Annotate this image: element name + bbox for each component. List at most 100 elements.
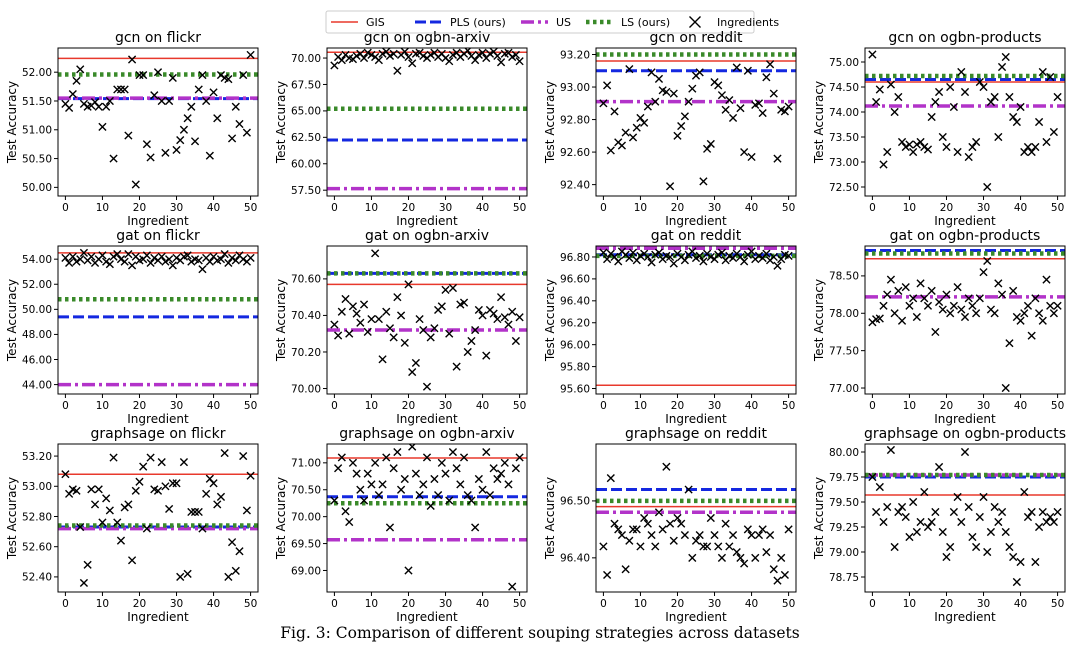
ingredient-point	[419, 51, 428, 61]
ingredient-point	[957, 517, 966, 527]
ingredient-point	[194, 256, 203, 265]
y-tick-label: 73.00	[829, 157, 859, 169]
ingredient-point	[202, 489, 211, 498]
ingredient-point	[1038, 67, 1047, 77]
ingredient-point	[511, 336, 520, 346]
ingredient-point	[165, 96, 174, 106]
ingredient-point	[172, 479, 181, 488]
ingredient-point	[1016, 102, 1025, 112]
x-tick-label: 50	[244, 202, 257, 214]
ingredient-point	[964, 502, 973, 512]
ingredient-point	[780, 570, 789, 580]
ingredient-point	[176, 136, 185, 145]
x-tick-label: 30	[977, 598, 990, 610]
ingredient-point	[927, 286, 936, 295]
legend-label: US	[556, 16, 571, 29]
ingredient-point	[901, 512, 910, 522]
ingredient-point	[109, 453, 118, 462]
ingredient-point	[187, 507, 196, 517]
x-tick-label: 20	[671, 598, 684, 610]
y-tick-label: 52.60	[22, 541, 52, 553]
ingredient-point	[669, 259, 678, 268]
ingredient-point	[98, 251, 107, 260]
ingredient-point	[68, 89, 77, 99]
ingredient-point	[359, 53, 369, 63]
ingredient-point	[975, 512, 984, 522]
ingredient-point	[647, 530, 656, 540]
y-tick-label: 96.40	[560, 553, 590, 565]
ingredient-point	[87, 485, 96, 494]
ingredient-point	[942, 290, 951, 299]
y-tick-label: 70.40	[291, 310, 321, 322]
ingredient-point	[695, 251, 704, 260]
ingredient-point	[938, 527, 947, 537]
x-tick-label: 0	[331, 598, 338, 610]
ingredient-point	[603, 255, 612, 264]
y-tick-label: 74.50	[829, 82, 859, 94]
ingredient-point	[224, 258, 233, 268]
ingredient-point	[385, 523, 395, 532]
ingredient-point	[599, 99, 608, 108]
ingredient-point	[374, 314, 383, 324]
ingredient-point	[920, 487, 929, 497]
ingredient-point	[640, 513, 649, 523]
ingredient-markers	[330, 48, 524, 75]
ingredient-point	[374, 491, 383, 500]
ingredient-point	[643, 519, 652, 528]
ingredient-point	[504, 320, 513, 329]
ingredient-point	[938, 305, 947, 314]
ingredient-point	[337, 307, 346, 316]
ingredient-point	[202, 96, 211, 106]
x-tick-label: 0	[62, 400, 69, 412]
ingredient-point	[146, 453, 155, 462]
ingredient-point	[426, 333, 435, 342]
x-tick-label: 40	[476, 598, 489, 610]
ingredient-point	[886, 275, 896, 284]
ingredient-point	[404, 280, 413, 289]
ingredient-point	[220, 250, 229, 259]
ingredient-point	[485, 49, 495, 58]
x-tick-label: 10	[903, 202, 916, 214]
x-tick-label: 10	[96, 202, 109, 214]
ingredient-point	[621, 128, 630, 137]
ingredient-point	[614, 525, 623, 534]
ingredient-point	[187, 257, 196, 266]
ingredient-point	[511, 50, 520, 59]
ingredient-point	[1009, 112, 1018, 122]
x-tick-label: 20	[133, 400, 146, 412]
reference-lines	[58, 252, 258, 387]
reference-lines	[596, 246, 796, 386]
panel-title: gcn on ogbn-products	[888, 30, 1041, 46]
ingredient-point	[72, 76, 81, 85]
y-tick-label: 71.00	[291, 458, 321, 470]
ingredient-point	[239, 70, 248, 80]
y-tick-label: 51.00	[22, 125, 52, 137]
x-tick-label: 40	[1014, 202, 1027, 214]
ingredient-point	[65, 103, 74, 112]
ingredient-point	[751, 553, 760, 562]
ingredient-point	[912, 527, 921, 537]
ingredient-point	[927, 112, 936, 122]
ingredient-point	[441, 469, 450, 478]
x-tick-label: 50	[782, 400, 795, 412]
y-tick-label: 70.00	[291, 53, 321, 65]
x-tick-label: 10	[365, 400, 378, 412]
ingredient-point	[352, 309, 361, 318]
ingredient-point	[515, 313, 524, 322]
ingredient-point	[923, 301, 933, 310]
ingredient-point	[1034, 117, 1044, 127]
ingredient-point	[964, 152, 973, 162]
reference-lines	[327, 51, 527, 191]
ingredient-point	[448, 447, 458, 457]
ingredient-point	[599, 542, 608, 551]
ingredient-point	[721, 519, 730, 528]
ingredient-markers	[330, 249, 524, 391]
ingredient-point	[422, 453, 432, 462]
y-tick-label: 60.00	[291, 159, 321, 171]
y-tick-label: 73.50	[829, 132, 859, 144]
x-axis-label: Ingredient	[665, 610, 727, 624]
ingredient-point	[1049, 517, 1058, 527]
ingredient-point	[699, 177, 708, 186]
ingredient-point	[1012, 577, 1021, 587]
ingredient-point	[146, 258, 155, 268]
